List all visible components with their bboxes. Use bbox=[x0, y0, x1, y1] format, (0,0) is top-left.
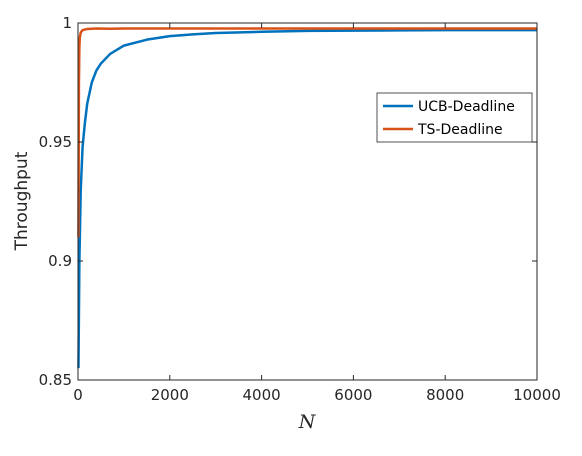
x-axis: 0 2000 4000 6000 8000 10000 bbox=[73, 23, 561, 404]
y-axis-label: Throughput bbox=[12, 151, 32, 251]
plot-box bbox=[77, 22, 538, 381]
x-tick-label: 8000 bbox=[426, 386, 464, 404]
series-layer bbox=[77, 27, 537, 369]
x-axis-label: N bbox=[298, 411, 317, 433]
plot-area bbox=[78, 23, 537, 380]
x-tick-label: 0 bbox=[73, 386, 83, 404]
y-tick-label: 0.9 bbox=[48, 252, 72, 270]
legend: UCB-Deadline TS-Deadline bbox=[376, 92, 533, 143]
legend-label-ucb-deadline: UCB-Deadline bbox=[418, 99, 515, 115]
series-line-ts-deadline bbox=[77, 27, 537, 238]
x-tick-label: 4000 bbox=[243, 386, 281, 404]
series-line-ucb-deadline bbox=[77, 28, 537, 369]
y-tick-label: 0.85 bbox=[39, 371, 72, 389]
x-tick-label: 10000 bbox=[513, 386, 561, 404]
y-tick-label: 1 bbox=[62, 14, 72, 32]
x-tick-label: 2000 bbox=[151, 386, 189, 404]
y-tick-label: 0.95 bbox=[39, 133, 72, 151]
legend-box bbox=[376, 92, 533, 143]
legend-label-ts-deadline: TS-Deadline bbox=[417, 122, 503, 138]
x-tick-label: 6000 bbox=[334, 386, 372, 404]
y-axis: 0.85 0.9 0.95 1 bbox=[39, 14, 537, 389]
